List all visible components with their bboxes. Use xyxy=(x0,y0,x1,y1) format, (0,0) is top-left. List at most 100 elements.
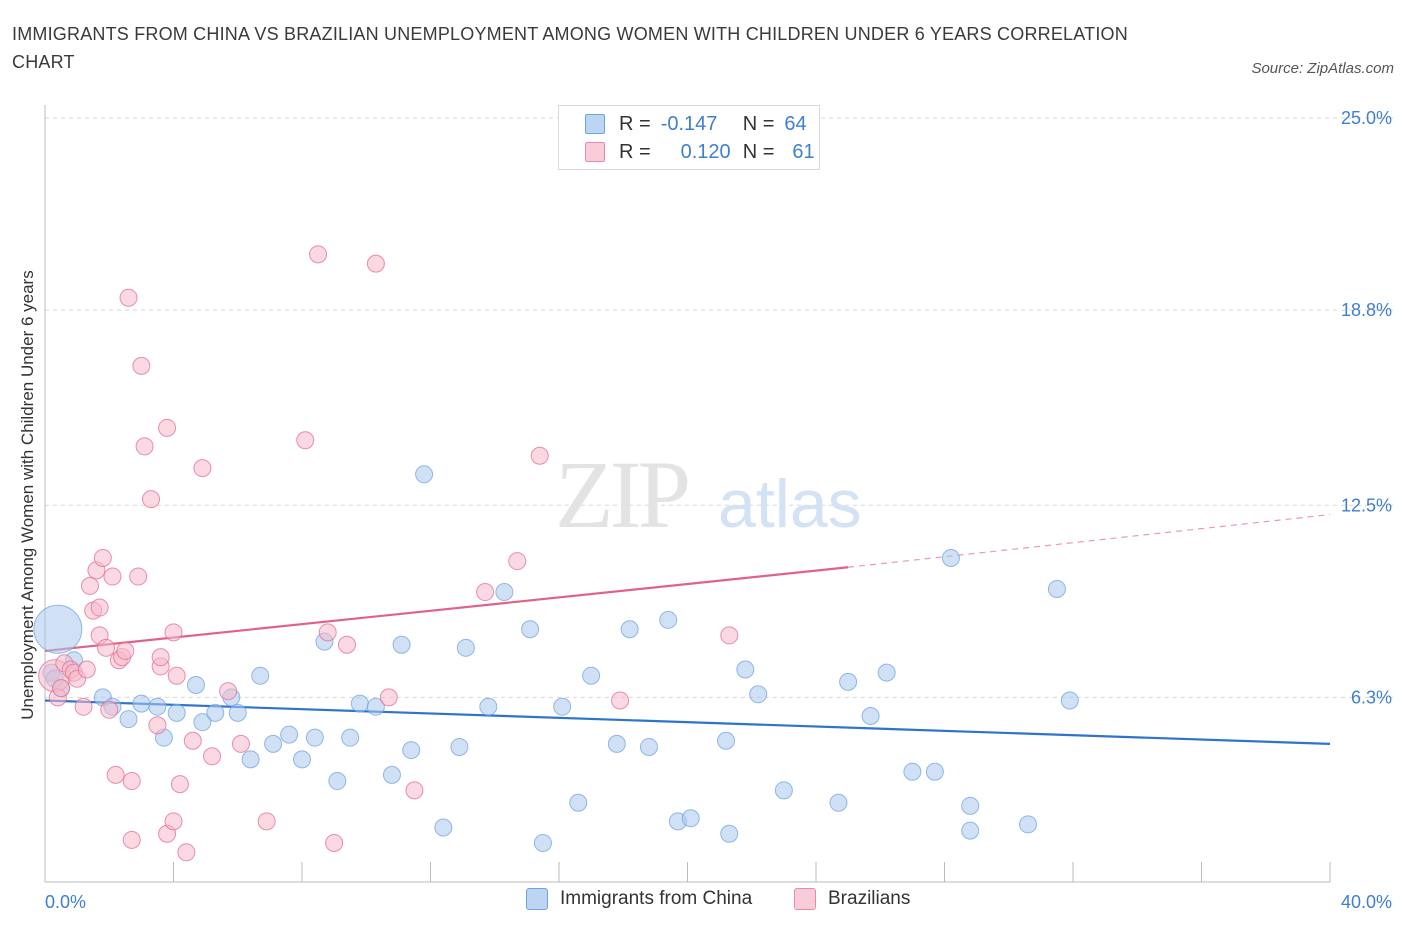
china-point xyxy=(228,703,247,722)
stats-row-china: R = -0.147 N = 64 xyxy=(585,111,807,137)
china-point xyxy=(382,765,401,784)
china-point xyxy=(877,663,896,682)
watermark-zip: ZIP xyxy=(555,441,688,548)
brazilians-point xyxy=(164,812,183,831)
brazilians-point xyxy=(119,288,138,307)
china-point xyxy=(415,465,434,484)
brazilians-point xyxy=(309,245,328,264)
axes xyxy=(44,105,1331,883)
china-point xyxy=(328,772,347,791)
grid-lines xyxy=(45,117,1395,698)
watermark-atlas: atlas xyxy=(718,466,862,542)
stats-legend: R = -0.147 N = 64 R = 0.120 N = 61 xyxy=(558,105,820,170)
brazilians-point xyxy=(167,666,186,685)
china-point xyxy=(350,694,369,713)
brazilians-legend-swatch xyxy=(794,888,816,910)
china-point xyxy=(720,824,739,843)
n-label: N = xyxy=(742,112,775,135)
china-legend-swatch xyxy=(526,888,548,910)
brazilians-point xyxy=(80,576,99,595)
brazilians-point xyxy=(116,641,135,660)
china-point xyxy=(582,666,601,685)
brazilians-point xyxy=(257,812,276,831)
brazilians-point xyxy=(203,747,222,766)
brazilians-point xyxy=(103,567,122,586)
y-tick-label: 6.3% xyxy=(1351,687,1392,707)
brazilians-point xyxy=(122,772,141,791)
china-point xyxy=(553,697,572,716)
china-point xyxy=(148,697,167,716)
china-point xyxy=(774,781,793,800)
watermark: ZIP atlas xyxy=(555,441,862,548)
china-point xyxy=(861,706,880,725)
brazilians-point xyxy=(74,697,93,716)
china-trend-line xyxy=(44,699,1331,745)
china-point xyxy=(264,734,283,753)
legend-item-brazilians[interactable]: Brazilians xyxy=(794,888,910,910)
y-tick-label: 25.0% xyxy=(1341,108,1392,128)
brazilians-point xyxy=(476,583,495,602)
china-point xyxy=(366,697,385,716)
brazilians-point xyxy=(337,635,356,654)
china-point xyxy=(132,694,151,713)
china-point xyxy=(167,703,186,722)
china-point xyxy=(392,635,411,654)
china-point xyxy=(1047,579,1066,598)
china-point xyxy=(341,728,360,747)
brazilians-point xyxy=(530,446,549,465)
y-tick-label: 12.5% xyxy=(1341,495,1392,515)
brazilians-point xyxy=(122,830,141,849)
data-points xyxy=(33,245,1079,862)
brazilians-point xyxy=(132,356,151,375)
china-point xyxy=(659,610,678,629)
r-value: -0.147 xyxy=(660,112,718,135)
n-value: 64 xyxy=(784,112,807,135)
brazilians-point xyxy=(129,567,148,586)
legend-label-china: Immigrants from China xyxy=(560,888,753,909)
brazilians-point xyxy=(193,459,212,478)
china-point xyxy=(479,697,498,716)
china-point xyxy=(305,728,324,747)
china-point xyxy=(495,583,514,602)
china-point xyxy=(119,710,138,729)
china-point xyxy=(839,672,858,691)
brazilians-point xyxy=(231,734,250,753)
china-point xyxy=(434,818,453,837)
brazilians-point xyxy=(318,623,337,642)
china-point xyxy=(1060,691,1079,710)
brazilians-point xyxy=(164,623,183,642)
brazilians-point xyxy=(219,682,238,701)
brazilians-point xyxy=(177,843,196,862)
china-point xyxy=(829,793,848,812)
brazilians-point xyxy=(325,834,344,853)
china-point xyxy=(941,548,960,567)
china-point xyxy=(456,638,475,657)
series-legend: Immigrants from China Brazilians xyxy=(0,888,1406,916)
china-point xyxy=(186,676,205,694)
brazilians-trend-extension xyxy=(848,513,1331,568)
legend-item-china[interactable]: Immigrants from China xyxy=(526,888,752,910)
brazilians-point xyxy=(100,700,119,719)
brazilians-point xyxy=(158,418,177,437)
chart-title: IMMIGRANTS FROM CHINA VS BRAZILIAN UNEMP… xyxy=(12,24,1128,72)
n-value: 61 xyxy=(792,140,815,163)
china-point xyxy=(736,660,755,679)
brazilians-point xyxy=(183,731,202,750)
brazilians-point xyxy=(405,781,424,800)
china-point xyxy=(639,737,658,756)
brazilians-point xyxy=(93,548,112,567)
china-point xyxy=(925,762,944,781)
x-tick-label: 0.0% xyxy=(45,892,86,912)
brazilians-point xyxy=(135,437,154,456)
china-point xyxy=(1019,815,1038,834)
brazilians-point xyxy=(720,626,739,645)
china-point xyxy=(193,713,212,732)
brazilians-point xyxy=(148,716,167,735)
china-point xyxy=(293,750,311,769)
china-point xyxy=(206,703,225,722)
brazilians-point xyxy=(170,775,189,794)
china-point xyxy=(749,685,768,704)
china-point xyxy=(961,821,980,840)
china-point xyxy=(521,620,540,639)
